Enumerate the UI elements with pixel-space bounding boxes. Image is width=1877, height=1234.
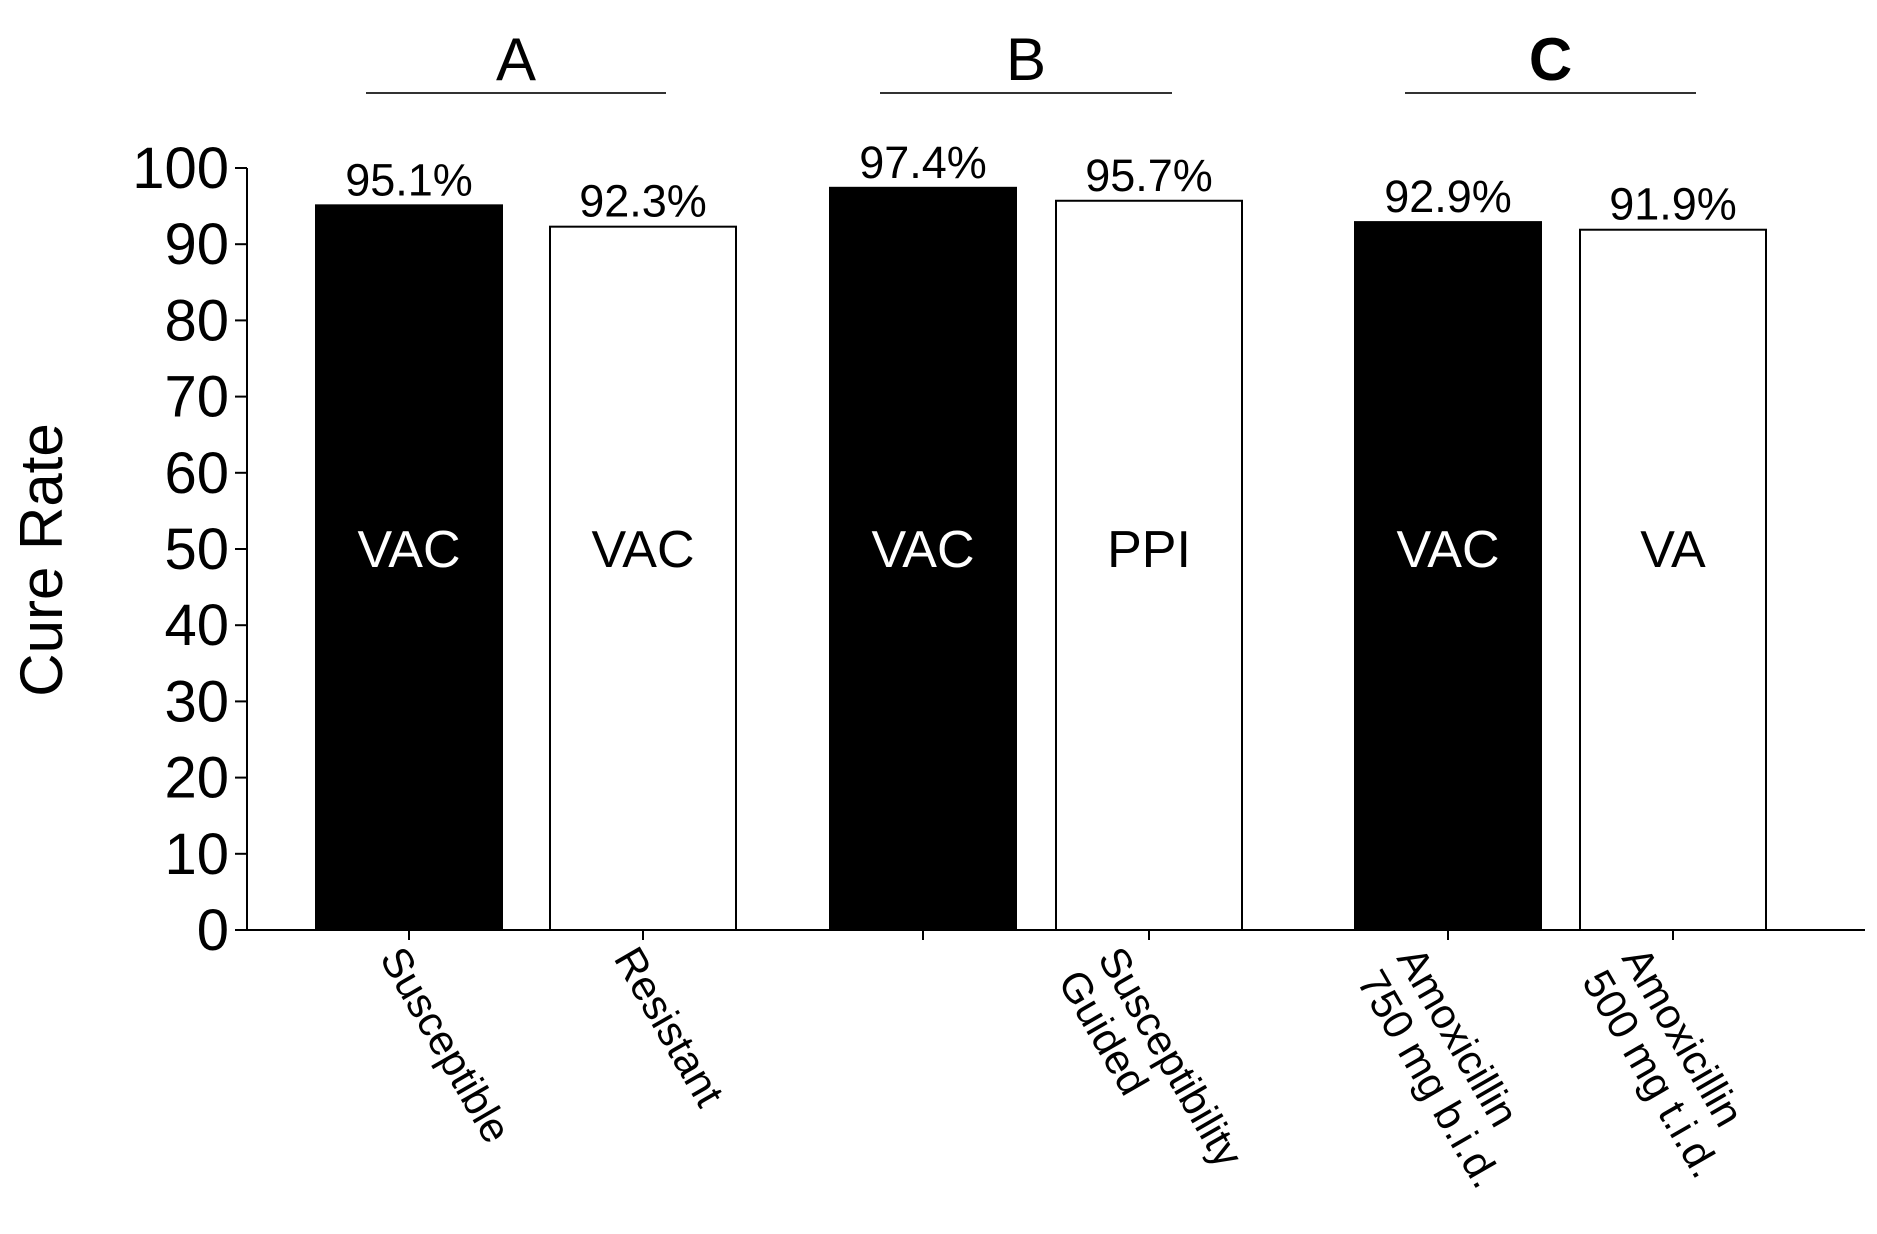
value-label: 95.7% bbox=[1085, 150, 1213, 201]
value-label: 92.3% bbox=[579, 176, 707, 227]
y-axis-title: Cure Rate bbox=[8, 423, 75, 696]
y-tick-label: 90 bbox=[164, 212, 229, 277]
value-label: 97.4% bbox=[859, 137, 987, 188]
bar bbox=[1579, 228, 1767, 932]
x-tick-label: Resistant bbox=[605, 939, 733, 1114]
value-label: 91.9% bbox=[1609, 179, 1737, 230]
bar bbox=[1354, 221, 1542, 932]
y-tick-label: 50 bbox=[164, 517, 229, 582]
y-tick-label: 40 bbox=[164, 593, 229, 658]
bar-label: VAC bbox=[357, 521, 460, 579]
group-label: B bbox=[1006, 26, 1046, 93]
y-tick-label: 60 bbox=[164, 441, 229, 506]
y-tick-label: 80 bbox=[164, 288, 229, 353]
group-label: A bbox=[496, 26, 536, 93]
bar bbox=[829, 186, 1017, 931]
x-tick-label: Susceptible bbox=[371, 939, 520, 1151]
group-label: C bbox=[1529, 26, 1572, 93]
bar-label: VAC bbox=[591, 521, 694, 579]
bar bbox=[549, 225, 737, 931]
x-tick-label-line: Susceptible bbox=[371, 939, 520, 1151]
x-tick-label-line: Resistant bbox=[605, 939, 733, 1114]
y-tick-label: 10 bbox=[164, 822, 229, 887]
bar bbox=[1055, 199, 1243, 932]
value-label: 95.1% bbox=[345, 154, 473, 205]
y-tick-label: 20 bbox=[164, 746, 229, 811]
value-label: 92.9% bbox=[1384, 171, 1512, 222]
y-tick-label: 30 bbox=[164, 669, 229, 734]
bar-label: VAC bbox=[871, 521, 974, 579]
y-tick-label: 0 bbox=[197, 898, 229, 963]
bar-label: VAC bbox=[1396, 521, 1499, 579]
bar bbox=[315, 204, 503, 931]
bar-label: VA bbox=[1640, 521, 1706, 579]
y-tick-label: 70 bbox=[164, 365, 229, 430]
y-tick-label: 100 bbox=[132, 136, 229, 201]
bar-label: PPI bbox=[1107, 521, 1191, 579]
